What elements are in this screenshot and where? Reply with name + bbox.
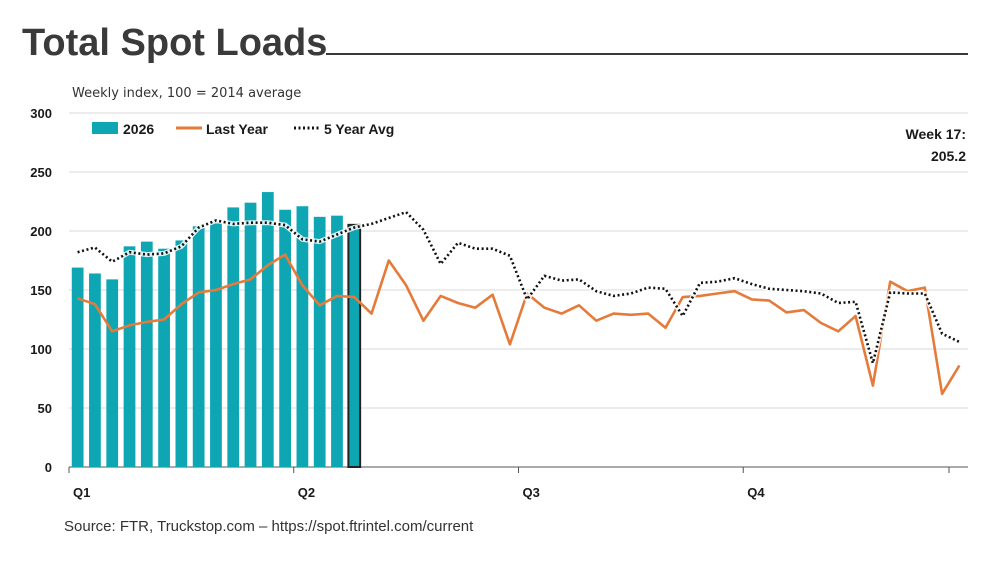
y-tick-label-50: 50 — [38, 401, 52, 416]
series-5-year-avg-halo — [76, 209, 961, 366]
chart-subtitle: Weekly index, 100 = 2014 average — [72, 86, 301, 101]
source-note: Source: FTR, Truckstop.com – https://spo… — [64, 518, 474, 535]
x-tick-label-Q1: Q1 — [73, 485, 90, 500]
legend-swatch-2026 — [92, 122, 118, 134]
bar-week-9 — [210, 221, 222, 467]
bar-week-15 — [313, 216, 326, 467]
bar-week-8 — [192, 226, 205, 467]
bar-week-10 — [227, 207, 240, 467]
series-last-year-line — [77, 253, 961, 396]
bar-week-14 — [296, 206, 309, 467]
legend: 2026 Last Year 5 Year Avg — [92, 121, 394, 137]
bar-week-16 — [331, 215, 343, 467]
y-tick-label-200: 200 — [30, 224, 52, 239]
y-axis: 0 50 100 150 200 250 300 — [30, 106, 52, 475]
bar-week-13 — [279, 209, 291, 467]
bar-week-17 — [347, 223, 362, 468]
y-tick-label-150: 150 — [30, 283, 52, 298]
series-lines — [76, 209, 961, 396]
bar-week-3 — [106, 279, 119, 467]
annotation-line-1: Week 17: — [906, 126, 966, 142]
x-tick-label-Q2: Q2 — [298, 485, 315, 500]
bar-week-12 — [261, 192, 274, 467]
bar-week-11 — [244, 202, 257, 467]
bar-week-4 — [123, 246, 136, 467]
y-tick-label-300: 300 — [30, 106, 52, 121]
annotation-line-2: 205.2 — [931, 148, 966, 164]
x-axis: Q1 Q2 Q3 Q4 — [68, 466, 968, 500]
bar-week-7 — [175, 240, 188, 467]
title-underline — [326, 53, 968, 55]
y-tick-label-100: 100 — [30, 342, 52, 357]
bar-week-2 — [89, 273, 101, 467]
bar-week-6 — [158, 248, 170, 467]
y-tick-label-0: 0 — [45, 460, 52, 475]
chart-title: Total Spot Loads — [22, 22, 328, 64]
series-2026-bars — [71, 192, 362, 468]
legend-label-5-year-avg: 5 Year Avg — [324, 121, 394, 137]
y-tick-label-250: 250 — [30, 165, 52, 180]
legend-label-2026: 2026 — [123, 121, 154, 137]
series-5-year-avg-line — [77, 210, 960, 365]
bar-week-1 — [71, 267, 84, 467]
x-tick-label-Q3: Q3 — [523, 485, 540, 500]
x-tick-label-Q4: Q4 — [747, 485, 765, 500]
bar-week-5 — [140, 241, 153, 467]
legend-label-last-year: Last Year — [206, 121, 269, 137]
